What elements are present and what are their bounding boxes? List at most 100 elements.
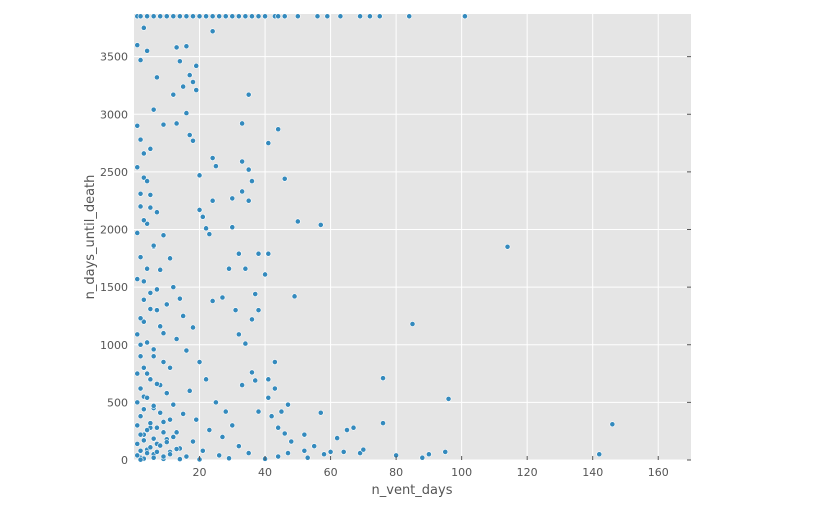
- scatter-point: [265, 140, 272, 146]
- scatter-point: [160, 419, 167, 425]
- scatter-point: [245, 91, 252, 98]
- scatter-point: [249, 178, 255, 185]
- y-tick-label: 1000: [100, 339, 128, 352]
- scatter-point: [154, 307, 160, 314]
- scatter-point: [163, 439, 170, 446]
- scatter-point: [278, 408, 285, 415]
- scatter-point: [232, 307, 239, 314]
- scatter-point: [193, 62, 200, 69]
- scatter-point: [173, 429, 180, 436]
- scatter-point: [147, 204, 154, 211]
- scatter-point: [462, 13, 468, 20]
- scatter-point: [262, 13, 268, 20]
- scatter-point: [196, 172, 203, 179]
- scatter-point: [317, 409, 324, 416]
- scatter-point: [203, 13, 209, 20]
- scatter-point: [196, 359, 203, 365]
- scatter-point: [265, 376, 272, 383]
- scatter-point: [311, 443, 318, 450]
- scatter-point: [357, 13, 363, 20]
- scatter-point: [160, 359, 167, 365]
- scatter-point: [255, 307, 262, 314]
- scatter-point: [144, 394, 151, 401]
- scatter-point: [209, 13, 216, 20]
- scatter-point: [154, 449, 160, 455]
- scatter-point: [334, 435, 341, 442]
- scatter-point: [137, 254, 144, 261]
- scatter-point: [137, 341, 144, 348]
- scatter-point: [137, 447, 144, 454]
- grid-lines: [134, 14, 691, 461]
- scatter-point: [596, 451, 603, 458]
- scatter-point: [239, 188, 246, 195]
- y-tick-label: 0: [121, 454, 128, 467]
- scatter-point: [176, 295, 183, 302]
- scatter-point: [163, 301, 170, 308]
- scatter-point: [163, 390, 170, 397]
- y-axis-label: n_days_until_death: [83, 175, 98, 300]
- scatter-point: [134, 331, 141, 338]
- scatter-point: [206, 231, 213, 238]
- scatter-point: [304, 454, 311, 461]
- scatter-point: [137, 190, 144, 197]
- scatter-point: [150, 353, 157, 360]
- scatter-point: [327, 449, 334, 455]
- scatter-point: [229, 13, 236, 20]
- scatter-point: [167, 255, 173, 262]
- data-points: [134, 13, 616, 463]
- x-tick-label: 80: [389, 466, 403, 479]
- scatter-point: [249, 369, 255, 376]
- scatter-point: [134, 42, 141, 49]
- scatter-point: [222, 408, 229, 415]
- plot-background: [134, 14, 691, 460]
- scatter-point: [199, 447, 206, 454]
- scatter-point: [144, 47, 151, 54]
- scatter-point: [134, 122, 141, 129]
- scatter-point: [219, 294, 226, 301]
- scatter-point: [147, 289, 154, 296]
- scatter-point: [173, 44, 180, 51]
- scatter-point: [173, 336, 180, 342]
- scatter-point: [140, 217, 147, 224]
- scatter-point: [245, 197, 252, 204]
- scatter-point: [144, 265, 151, 272]
- scatter-point: [140, 318, 147, 325]
- scatter-point: [150, 435, 157, 442]
- scatter-point: [134, 422, 141, 429]
- scatter-point: [170, 91, 177, 98]
- scatter-point: [190, 79, 196, 85]
- scatter-point: [271, 385, 278, 392]
- scatter-point: [180, 411, 187, 417]
- scatter-point: [229, 195, 236, 202]
- scatter-point: [134, 440, 141, 447]
- scatter-point: [255, 13, 262, 20]
- scatter-point: [150, 402, 157, 409]
- y-tick-label: 3000: [100, 108, 128, 121]
- scatter-point: [209, 155, 216, 161]
- scatter-point: [275, 453, 282, 460]
- scatter-point: [140, 406, 147, 413]
- scatter-point: [160, 232, 167, 239]
- scatter-point: [337, 13, 344, 20]
- scatter-point: [157, 442, 164, 449]
- scatter-point: [137, 385, 144, 392]
- scatter-point: [170, 13, 177, 20]
- scatter-point: [176, 58, 183, 65]
- scatter-point: [154, 424, 160, 431]
- scatter-point: [167, 364, 173, 371]
- scatter-point: [173, 120, 180, 127]
- scatter-point: [301, 431, 308, 438]
- scatter-point: [275, 424, 282, 431]
- scatter-point: [137, 203, 144, 210]
- scatter-point: [140, 24, 147, 31]
- scatter-point: [357, 450, 363, 456]
- scatter-point: [285, 401, 291, 408]
- scatter-point: [140, 278, 147, 285]
- y-tick-label: 3500: [100, 51, 128, 64]
- scatter-point: [147, 306, 154, 312]
- scatter-point: [140, 296, 147, 303]
- scatter-point: [186, 72, 193, 78]
- scatter-point: [147, 145, 154, 152]
- scatter-point: [294, 218, 301, 225]
